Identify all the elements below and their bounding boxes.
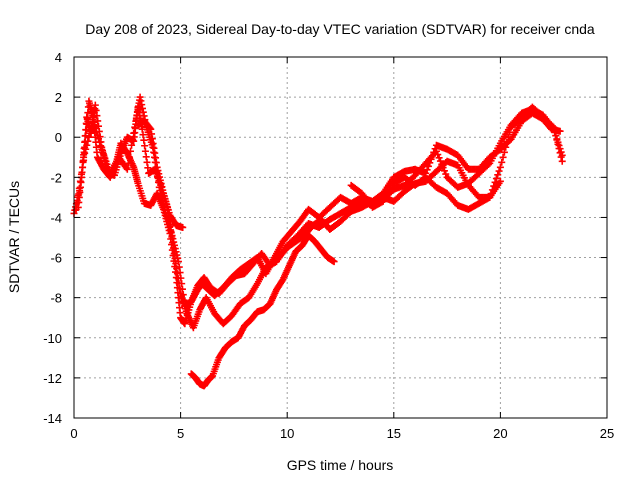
x-tick-label: 20	[493, 426, 507, 441]
data-point	[330, 258, 338, 266]
x-tick-label: 5	[177, 426, 184, 441]
data-point	[128, 141, 136, 149]
data-point	[492, 175, 500, 183]
grid-lines	[74, 57, 607, 418]
data-point	[552, 132, 560, 140]
y-tick-label: -12	[43, 371, 62, 386]
data-point	[81, 149, 89, 157]
data-point	[86, 129, 94, 137]
data-point	[84, 137, 92, 145]
data-point	[484, 161, 492, 169]
chart-title: Day 208 of 2023, Sidereal Day-to-day VTE…	[85, 21, 595, 37]
y-tick-label: -4	[50, 210, 62, 225]
data-point	[85, 133, 93, 141]
data-point	[96, 138, 104, 146]
y-tick-label: -10	[43, 331, 62, 346]
x-tick-label: 15	[387, 426, 401, 441]
data-point	[130, 129, 138, 137]
data-point	[95, 135, 103, 143]
data-point	[423, 166, 431, 174]
data-point	[432, 147, 440, 155]
data-point	[556, 149, 564, 157]
data-point	[435, 154, 443, 162]
data-point	[550, 123, 558, 131]
data-point	[81, 132, 89, 140]
data-point	[92, 128, 100, 136]
y-axis-title: SDTVAR / TECUs	[6, 181, 22, 293]
data-point	[129, 135, 137, 143]
data-point	[123, 165, 131, 173]
y-tick-label: 2	[55, 90, 62, 105]
data-point	[436, 157, 444, 165]
data-point	[97, 142, 105, 150]
data-point	[87, 125, 95, 133]
data-point	[554, 140, 562, 148]
data-point	[548, 122, 556, 130]
data-point	[553, 136, 561, 144]
data-point	[179, 223, 187, 231]
data-points	[70, 93, 566, 390]
data-point	[499, 153, 507, 161]
data-point	[503, 138, 511, 146]
data-point	[504, 133, 512, 141]
data-point	[551, 127, 559, 135]
data-point	[124, 159, 132, 167]
data-point	[76, 177, 84, 185]
data-point	[496, 177, 504, 185]
data-point	[77, 170, 85, 178]
series-track-d	[187, 231, 338, 390]
data-point	[75, 184, 83, 192]
data-point	[502, 143, 510, 151]
data-point	[557, 153, 565, 161]
axis-ticks: 0 5 10 15 20 25 -14 -12 -10 -8 -6 -4 -2 0 2 4	[43, 50, 614, 441]
y-tick-label: 0	[55, 130, 62, 145]
data-point	[558, 157, 566, 165]
x-tick-label: 25	[600, 426, 614, 441]
y-tick-label: -8	[50, 291, 62, 306]
y-tick-label: -14	[43, 411, 62, 426]
data-point	[82, 145, 90, 153]
data-point	[442, 170, 450, 178]
data-point	[500, 148, 508, 156]
data-point	[122, 164, 130, 172]
data-point	[73, 198, 81, 206]
data-point	[126, 147, 134, 155]
y-tick-label: 4	[55, 50, 62, 65]
data-point	[83, 141, 91, 149]
data-point	[125, 153, 133, 161]
y-tick-label: -6	[50, 251, 62, 266]
x-tick-label: 10	[280, 426, 294, 441]
x-axis-title: GPS time / hours	[287, 457, 394, 473]
plot-frame	[73, 56, 608, 419]
data-point	[91, 124, 99, 132]
data-point	[494, 171, 502, 179]
data-point	[80, 156, 88, 164]
data-point	[90, 121, 98, 129]
x-tick-label: 0	[70, 426, 77, 441]
data-point	[506, 128, 514, 136]
data-point	[79, 163, 87, 171]
data-point	[74, 191, 82, 199]
data-point	[495, 167, 503, 175]
data-point	[555, 145, 563, 153]
data-point	[434, 151, 442, 159]
data-point	[89, 117, 97, 125]
data-point	[496, 163, 504, 171]
data-point	[440, 167, 448, 175]
y-tick-label: -2	[50, 170, 62, 185]
data-point	[93, 131, 101, 139]
series-track-e	[134, 117, 504, 231]
data-point	[498, 158, 506, 166]
